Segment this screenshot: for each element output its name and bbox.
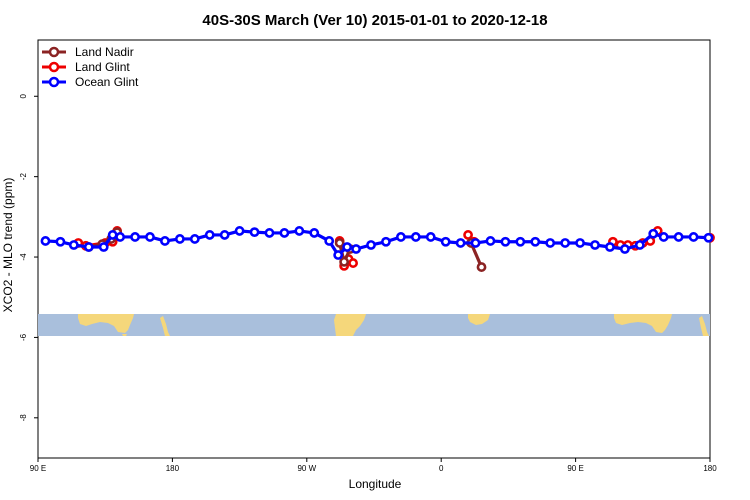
legend-marker	[48, 76, 60, 88]
data-point	[619, 244, 630, 254]
data-point	[455, 238, 466, 248]
data-point	[334, 238, 345, 248]
legend: Land Nadir Land Glint Ocean Glint	[42, 45, 139, 89]
data-point	[309, 228, 320, 238]
ocean-background	[38, 314, 710, 336]
data-point	[381, 236, 391, 247]
legend-label: Ocean Glint	[75, 75, 139, 89]
data-point	[249, 227, 260, 238]
continent-shapes	[78, 314, 709, 336]
data-point	[590, 240, 600, 250]
data-point	[83, 242, 94, 252]
data-point	[40, 236, 51, 246]
data-point	[560, 238, 571, 248]
data-point	[658, 232, 669, 242]
data-point	[688, 232, 699, 242]
africa-shape	[468, 314, 490, 325]
data-point	[703, 232, 714, 243]
legend-marker	[48, 61, 60, 73]
y-tick-label: 0	[19, 93, 28, 98]
legend-item-land-nadir: Land Nadir	[42, 45, 134, 59]
data-point	[485, 236, 496, 246]
y-tick-label: -2	[19, 173, 28, 181]
data-point	[204, 230, 215, 240]
x-tick-label: 90 E	[567, 464, 583, 473]
x-tick-label: 180	[703, 464, 717, 473]
x-axis-label: Longitude	[349, 477, 402, 491]
data-point	[515, 236, 526, 247]
y-axis-label: XCO2 - MLO trend (ppm)	[1, 178, 15, 313]
data-point	[463, 230, 473, 240]
world-map-strip	[38, 314, 710, 336]
data-point	[476, 262, 487, 272]
y-axis: 0 -2 -4 -6 -8	[19, 93, 38, 421]
data-point	[333, 250, 344, 260]
data-point	[219, 230, 230, 240]
data-point	[234, 226, 245, 236]
data-point	[348, 258, 358, 268]
y-tick-label: -6	[19, 333, 28, 341]
legend-label: Land Glint	[75, 60, 130, 74]
data-point	[545, 238, 556, 248]
y-tick-label: -8	[19, 414, 28, 422]
data-point	[107, 230, 118, 240]
data-point	[342, 242, 353, 252]
data-point	[55, 236, 66, 247]
legend-item-land-glint: Land Glint	[42, 60, 130, 74]
plot-frame	[37, 39, 711, 459]
new-zealand-shape	[160, 316, 170, 336]
data-point	[351, 244, 361, 254]
x-axis: 90 E 180 90 W 0 90 E 180	[30, 458, 717, 473]
data-point	[324, 236, 335, 246]
data-point	[575, 238, 585, 248]
data-point	[425, 232, 436, 242]
legend-label: Land Nadir	[75, 45, 134, 59]
south-america-shape	[334, 314, 366, 336]
australia-shape	[78, 314, 134, 333]
data-point	[68, 240, 79, 250]
data-point	[160, 236, 170, 246]
data-point	[605, 242, 615, 252]
data-point	[264, 228, 275, 238]
data-point	[440, 236, 451, 247]
legend-item-ocean-glint: Ocean Glint	[42, 75, 139, 89]
australia-shape-2	[614, 314, 672, 333]
data-point	[189, 234, 200, 244]
data-point	[279, 228, 290, 238]
data-point	[339, 256, 350, 267]
tasmania-shape	[122, 334, 127, 336]
data-point	[470, 238, 481, 248]
x-tick-label: 90 W	[297, 464, 316, 473]
data-point	[410, 232, 421, 242]
x-tick-label: 180	[166, 464, 180, 473]
data-point	[145, 232, 155, 242]
data-point	[98, 242, 109, 252]
x-tick-label: 0	[439, 464, 444, 473]
new-zealand-shape-2	[699, 316, 709, 336]
data-point	[500, 236, 511, 247]
series-layer	[40, 226, 715, 272]
data-point	[648, 228, 659, 239]
data-point	[115, 232, 126, 242]
series-ocean-glint	[40, 226, 714, 260]
data-point	[366, 240, 376, 250]
x-tick-label: 90 E	[30, 464, 46, 473]
data-point	[530, 236, 541, 247]
data-point	[673, 232, 684, 242]
data-point	[130, 232, 140, 242]
chart-title: 40S-30S March (Ver 10) 2015-01-01 to 202…	[202, 12, 547, 29]
data-point	[395, 232, 406, 242]
y-tick-label: -4	[19, 253, 28, 261]
legend-marker	[48, 46, 60, 58]
data-point	[174, 234, 185, 244]
data-point	[294, 226, 305, 236]
data-point	[634, 240, 645, 250]
